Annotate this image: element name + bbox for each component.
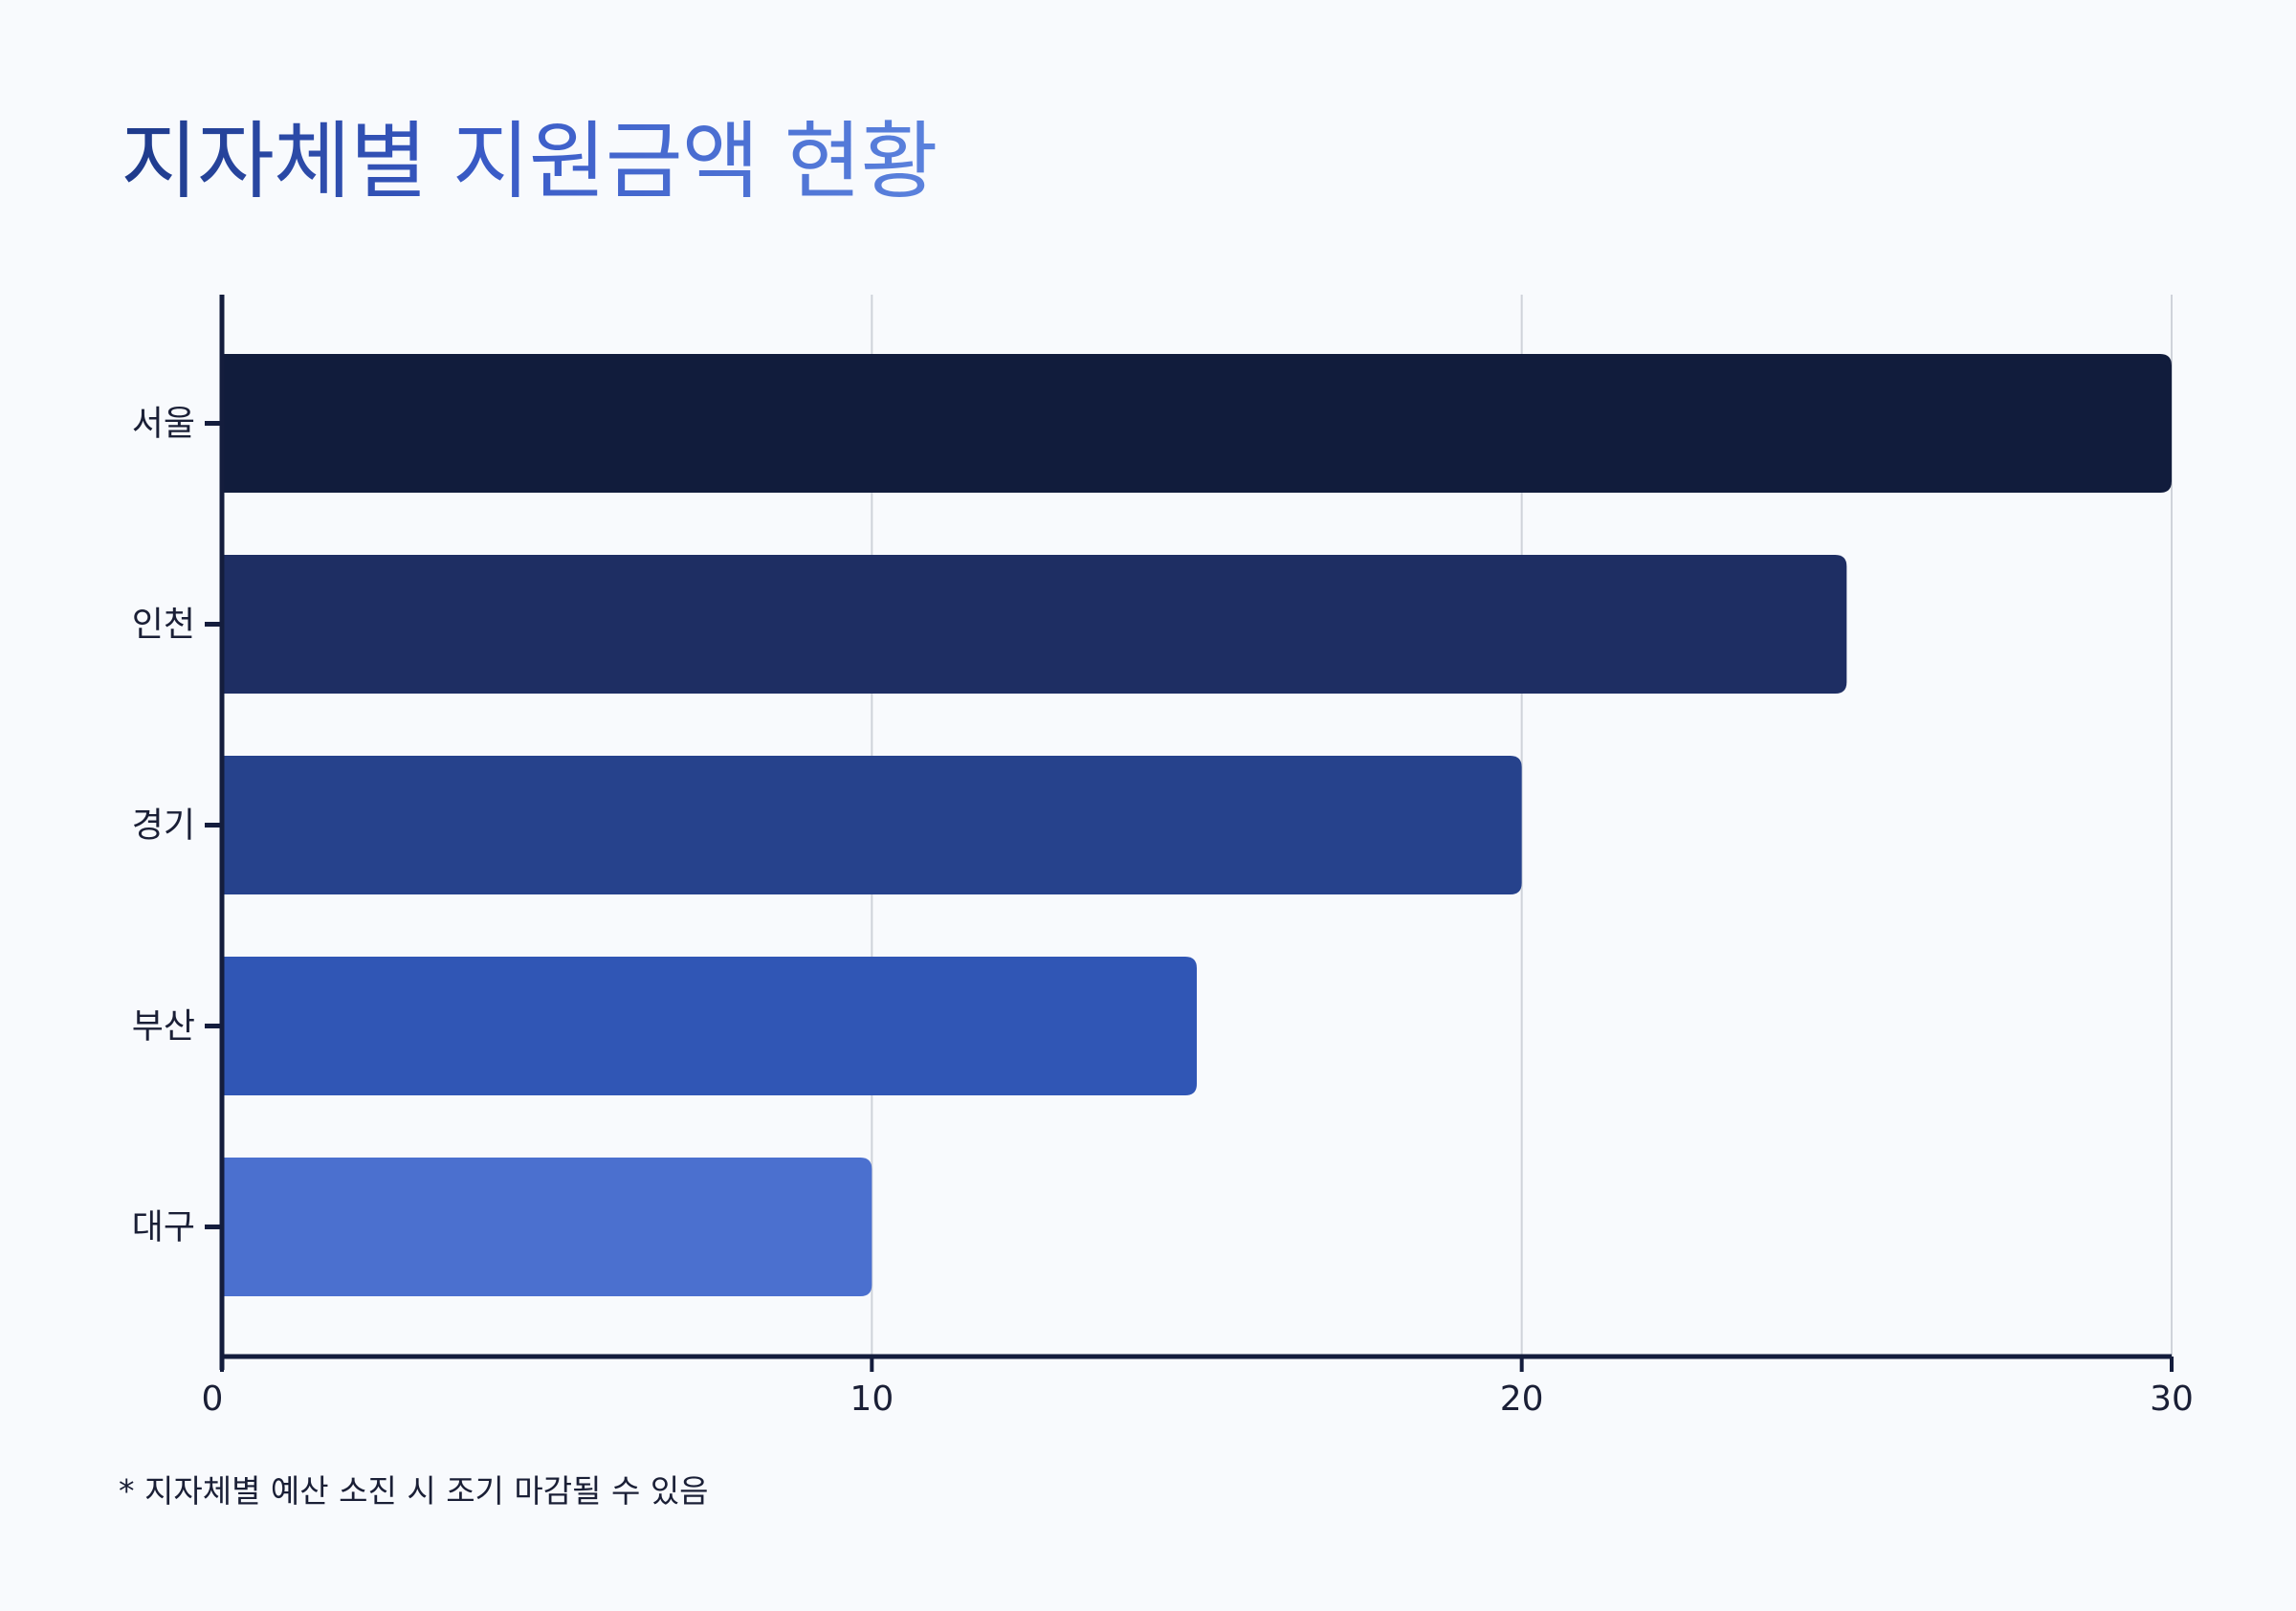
bar [222,756,1522,894]
bar [222,957,1197,1095]
footnote: * 지자체별 예산 소진 시 조기 마감될 수 있음 [119,1472,709,1510]
bar [222,555,1847,694]
y-tick-label: 인천 [132,606,195,645]
x-tick-label: 0 [202,1379,224,1419]
x-tick-label: 20 [1500,1379,1544,1419]
x-tick-label: 10 [850,1379,894,1419]
y-tick-label: 부산 [132,1007,195,1047]
bar [222,1158,872,1296]
y-tick-label: 경기 [132,806,195,846]
bar [222,354,2172,493]
y-tick-label: 대구 [132,1208,195,1247]
x-tick-label: 30 [2150,1379,2194,1419]
chart-title: 지자체별 지원금액 현황 [121,94,938,215]
y-tick-label: 서울 [132,405,195,444]
